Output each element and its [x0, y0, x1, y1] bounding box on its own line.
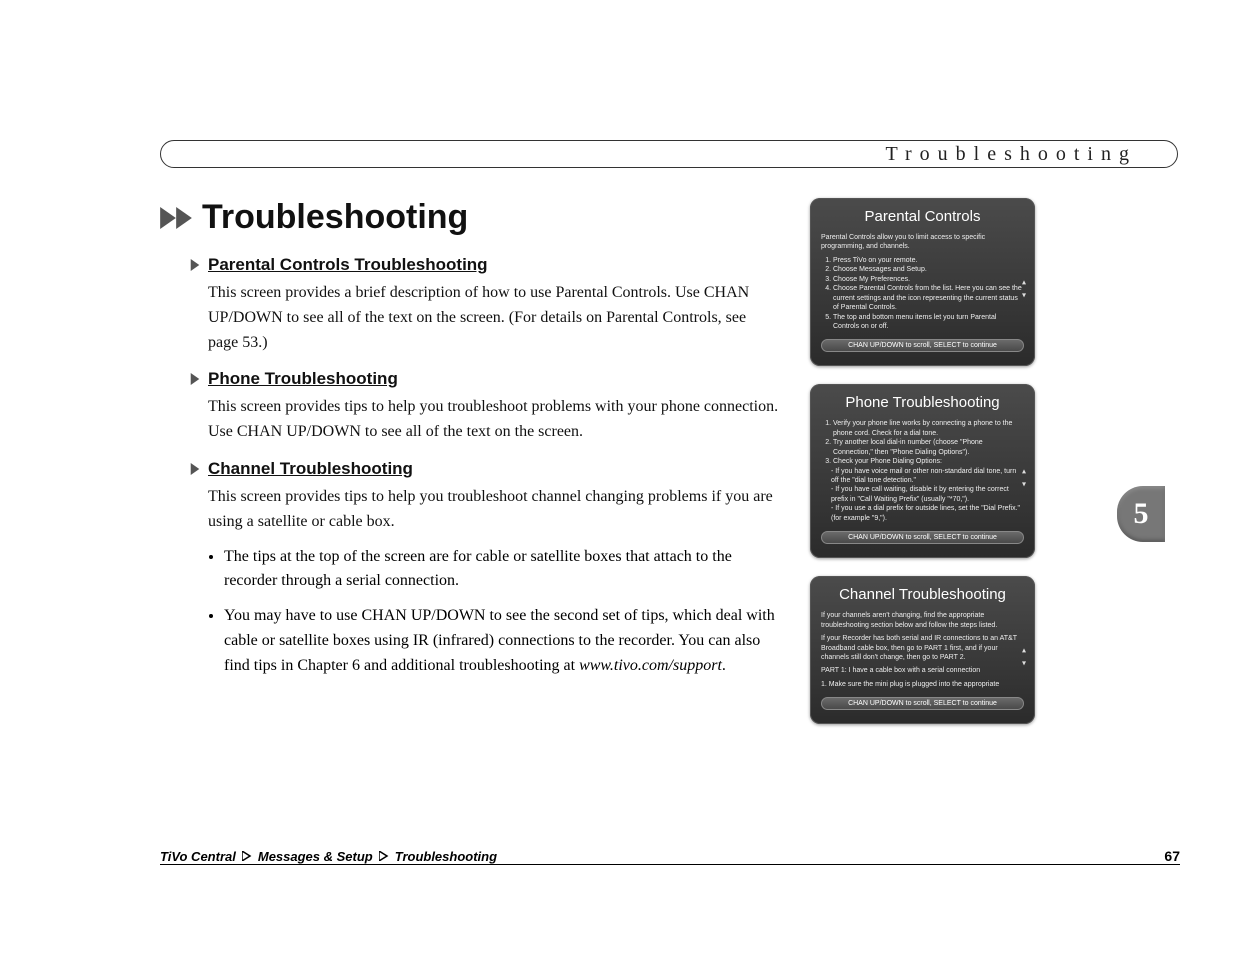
- triangle-icon: [190, 463, 200, 475]
- double-triangle-icon: [160, 207, 192, 229]
- section-title: Phone Troubleshooting: [208, 369, 398, 389]
- page-content: Troubleshooting Troubleshooting Parental…: [160, 140, 1180, 724]
- tv-parental: Parental Controls Parental Controls allo…: [810, 198, 1035, 366]
- crumb: Messages & Setup: [258, 849, 373, 864]
- section-title: Channel Troubleshooting: [208, 459, 413, 479]
- tv-footer: CHAN UP/DOWN to scroll, SELECT to contin…: [821, 697, 1024, 710]
- tv-item: The top and bottom menu items let you tu…: [833, 313, 1024, 332]
- tv-phone: Phone Troubleshooting Verify your phone …: [810, 384, 1035, 558]
- footer-row: TiVo Central Messages & Setup Troublesho…: [160, 848, 1180, 864]
- chapter-tab: 5: [1117, 486, 1165, 542]
- tv-channel: Channel Troubleshooting If your channels…: [810, 576, 1035, 724]
- tv-intro: Parental Controls allow you to limit acc…: [821, 233, 1024, 252]
- tv-title: Channel Troubleshooting: [821, 586, 1024, 603]
- section-head: Phone Troubleshooting: [190, 369, 780, 389]
- tv-para: If your Recorder has both serial and IR …: [821, 634, 1024, 662]
- breadcrumb: TiVo Central Messages & Setup Troublesho…: [160, 849, 497, 864]
- footer-rule: [160, 864, 1180, 865]
- chevron-icon: [242, 851, 252, 861]
- tv-footer: CHAN UP/DOWN to scroll, SELECT to contin…: [821, 339, 1024, 352]
- scroll-indicator-icon: ▴▾: [1019, 278, 1029, 300]
- list-item: You may have to use CHAN UP/DOWN to see …: [224, 604, 780, 678]
- tv-body: Verify your phone line works by connecti…: [821, 419, 1024, 523]
- section-channel: Channel Troubleshooting This screen prov…: [190, 459, 780, 679]
- header-eyebrow: Troubleshooting: [885, 143, 1137, 166]
- tv-part: PART 1: I have a cable box with a serial…: [821, 666, 1024, 675]
- tv-item: Choose Messages and Setup.: [833, 265, 1024, 274]
- page-title: Troubleshooting: [202, 198, 468, 237]
- period: .: [722, 657, 726, 674]
- section-body: This screen provides tips to help you tr…: [208, 485, 780, 535]
- tv-body: If your channels aren't changing, find t…: [821, 611, 1024, 689]
- tv-intro: If your channels aren't changing, find t…: [821, 611, 1024, 630]
- tv-body: Parental Controls allow you to limit acc…: [821, 233, 1024, 331]
- tv-list: Press TiVo on your remote. Choose Messag…: [833, 256, 1024, 332]
- section-phone: Phone Troubleshooting This screen provid…: [190, 369, 780, 445]
- page-number: 67: [1164, 848, 1180, 864]
- support-link: www.tivo.com/support: [579, 657, 722, 674]
- section-title: Parental Controls Troubleshooting: [208, 255, 488, 275]
- main-row: Troubleshooting Parental Controls Troubl…: [160, 198, 1180, 724]
- chevron-icon: [379, 851, 389, 861]
- tv-footer: CHAN UP/DOWN to scroll, SELECT to contin…: [821, 531, 1024, 544]
- crumb: Troubleshooting: [395, 849, 497, 864]
- tv-step: 1. Make sure the mini plug is plugged in…: [821, 680, 1024, 689]
- title-row: Troubleshooting: [160, 198, 780, 237]
- tv-item: Choose Parental Controls from the list. …: [833, 284, 1024, 312]
- tv-sub: - If you use a dial prefix for outside l…: [831, 504, 1024, 523]
- section-head: Parental Controls Troubleshooting: [190, 255, 780, 275]
- tv-title: Phone Troubleshooting: [821, 394, 1024, 411]
- tv-item: Try another local dial-in number (choose…: [833, 438, 1024, 457]
- chapter-number: 5: [1134, 497, 1149, 531]
- page-footer: TiVo Central Messages & Setup Troublesho…: [160, 848, 1180, 869]
- tv-sub: - If you have call waiting, disable it b…: [831, 485, 1024, 504]
- header-rule: Troubleshooting: [160, 140, 1178, 168]
- tv-item: Check your Phone Dialing Options:: [833, 457, 1024, 466]
- tv-list: Verify your phone line works by connecti…: [833, 419, 1024, 466]
- triangle-icon: [190, 373, 200, 385]
- section-parental: Parental Controls Troubleshooting This s…: [190, 255, 780, 355]
- section-body: This screen provides tips to help you tr…: [208, 395, 780, 445]
- tv-item: Choose My Preferences.: [833, 275, 1024, 284]
- content-column: Troubleshooting Parental Controls Troubl…: [160, 198, 780, 724]
- list-item: The tips at the top of the screen are fo…: [224, 545, 780, 595]
- side-column: Parental Controls Parental Controls allo…: [810, 198, 1035, 724]
- triangle-icon: [190, 259, 200, 271]
- tv-sub: - If you have voice mail or other non-st…: [831, 467, 1024, 486]
- bullet-list: The tips at the top of the screen are fo…: [224, 545, 780, 679]
- tv-item: Verify your phone line works by connecti…: [833, 419, 1024, 438]
- scroll-indicator-icon: ▴▾: [1019, 467, 1029, 489]
- section-head: Channel Troubleshooting: [190, 459, 780, 479]
- section-body: This screen provides a brief description…: [208, 281, 780, 355]
- crumb: TiVo Central: [160, 849, 236, 864]
- tv-title: Parental Controls: [821, 208, 1024, 225]
- scroll-indicator-icon: ▴▾: [1019, 646, 1029, 668]
- tv-item: Press TiVo on your remote.: [833, 256, 1024, 265]
